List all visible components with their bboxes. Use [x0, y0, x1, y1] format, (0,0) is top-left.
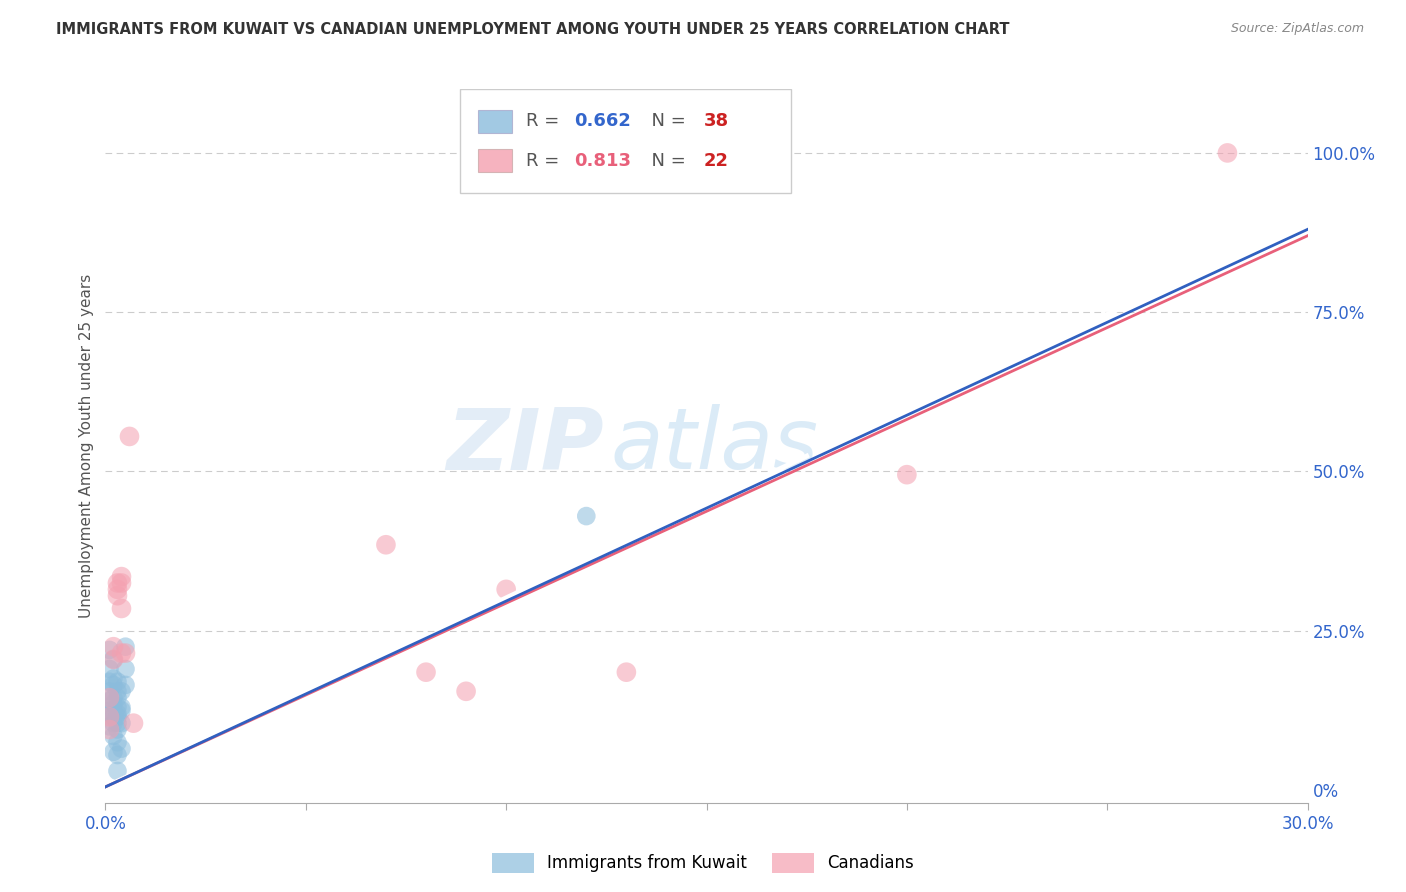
Point [495, 582, 517, 597]
Point [114, 678, 136, 692]
Point [98, 643, 121, 657]
Bar [478, 110, 512, 133]
Point [103, 672, 125, 686]
Point [98, 710, 121, 724]
Point [103, 710, 125, 724]
Point [98, 690, 121, 705]
Point [98, 684, 121, 698]
Text: 0.662: 0.662 [574, 112, 631, 130]
Text: IMMIGRANTS FROM KUWAIT VS CANADIAN UNEMPLOYMENT AMONG YOUTH UNDER 25 YEARS CORRE: IMMIGRANTS FROM KUWAIT VS CANADIAN UNEMP… [56, 22, 1010, 37]
Point [374, 538, 398, 552]
Point [98, 674, 121, 689]
Point [107, 700, 129, 714]
Point [110, 741, 132, 756]
Text: 38: 38 [704, 112, 730, 130]
Point [118, 429, 141, 443]
Point [103, 640, 125, 654]
Text: 0.813: 0.813 [574, 152, 631, 169]
Point [110, 646, 132, 660]
Point [107, 723, 129, 737]
Point [103, 716, 125, 731]
Point [103, 745, 125, 759]
FancyBboxPatch shape [460, 89, 790, 193]
Point [110, 576, 132, 591]
Text: R =: R = [526, 152, 565, 169]
Point [103, 697, 125, 711]
Point [107, 710, 129, 724]
Point [103, 703, 125, 717]
Text: ZIP: ZIP [447, 404, 605, 488]
Point [98, 694, 121, 708]
Point [454, 684, 477, 698]
Bar [478, 149, 512, 172]
Point [110, 684, 132, 698]
Point [107, 589, 129, 603]
Point [103, 652, 125, 666]
Point [114, 640, 136, 654]
Point [107, 747, 129, 762]
Point [110, 601, 132, 615]
Point [896, 467, 918, 482]
Point [98, 662, 121, 676]
Point [114, 646, 136, 660]
Point [110, 716, 132, 731]
Text: 22: 22 [704, 152, 730, 169]
Point [98, 703, 121, 717]
Point [107, 576, 129, 591]
Point [107, 674, 129, 689]
Point [616, 665, 638, 680]
Point [110, 569, 132, 583]
Point [103, 729, 125, 743]
Point [103, 678, 125, 692]
Point [98, 719, 121, 733]
Point [415, 665, 437, 680]
Point [107, 706, 129, 721]
Point [98, 723, 121, 737]
Point [107, 716, 129, 731]
Point [107, 690, 129, 705]
Y-axis label: Unemployment Among Youth under 25 years: Unemployment Among Youth under 25 years [79, 274, 94, 618]
Point [103, 652, 125, 666]
Point [107, 764, 129, 778]
Point [114, 662, 136, 676]
Legend: Immigrants from Kuwait, Canadians: Immigrants from Kuwait, Canadians [485, 847, 921, 880]
Point [110, 703, 132, 717]
Point [103, 690, 125, 705]
Point [107, 684, 129, 698]
Text: N =: N = [640, 112, 692, 130]
Point [122, 716, 145, 731]
Point [107, 582, 129, 597]
Point [98, 710, 121, 724]
Point [107, 735, 129, 749]
Text: R =: R = [526, 112, 565, 130]
Point [575, 509, 598, 524]
Point [110, 700, 132, 714]
Text: Source: ZipAtlas.com: Source: ZipAtlas.com [1230, 22, 1364, 36]
Text: atlas: atlas [610, 404, 818, 488]
Point [1216, 145, 1239, 160]
Text: N =: N = [640, 152, 692, 169]
